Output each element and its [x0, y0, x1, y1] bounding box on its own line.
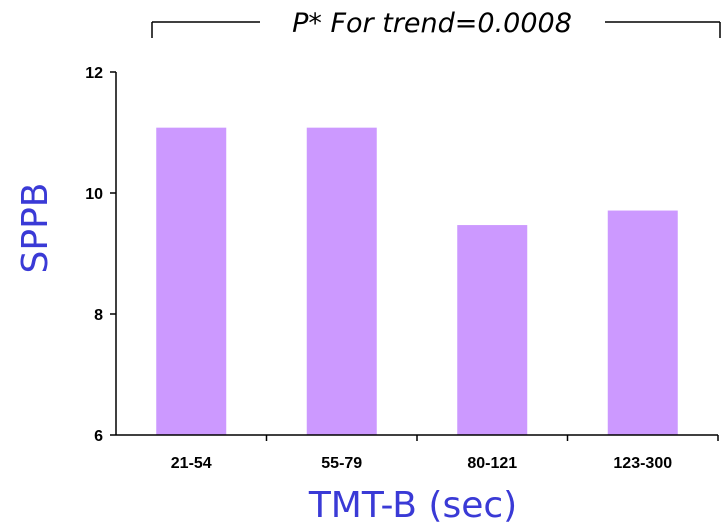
y-axis-title: SPPB	[15, 183, 56, 274]
y-tick-label: 12	[85, 65, 103, 82]
y-tick-label: 6	[94, 428, 103, 445]
y-tick-label: 8	[94, 307, 103, 324]
bar-80-121	[457, 225, 528, 435]
bar-55-79	[306, 127, 377, 435]
y-axis-ticks: 6 8 10 12	[85, 65, 116, 445]
bar-123-300	[607, 210, 678, 435]
x-tick-label: 80-121	[467, 455, 517, 472]
trend-annotation-text: P* For trend=0.0008	[292, 8, 572, 39]
x-tick-label: 123-300	[613, 455, 672, 472]
bar-21-54	[156, 127, 227, 435]
y-tick-label: 10	[85, 186, 103, 203]
x-tick-label: 21-54	[171, 455, 212, 472]
x-axis-ticks: 21-54 55-79 80-121 123-300	[171, 435, 719, 472]
x-axis-title: TMT-B (sec)	[308, 485, 517, 526]
x-tick-label: 55-79	[321, 455, 362, 472]
trend-annotation: P* For trend=0.0008	[151, 8, 721, 39]
bars-group	[156, 127, 678, 435]
